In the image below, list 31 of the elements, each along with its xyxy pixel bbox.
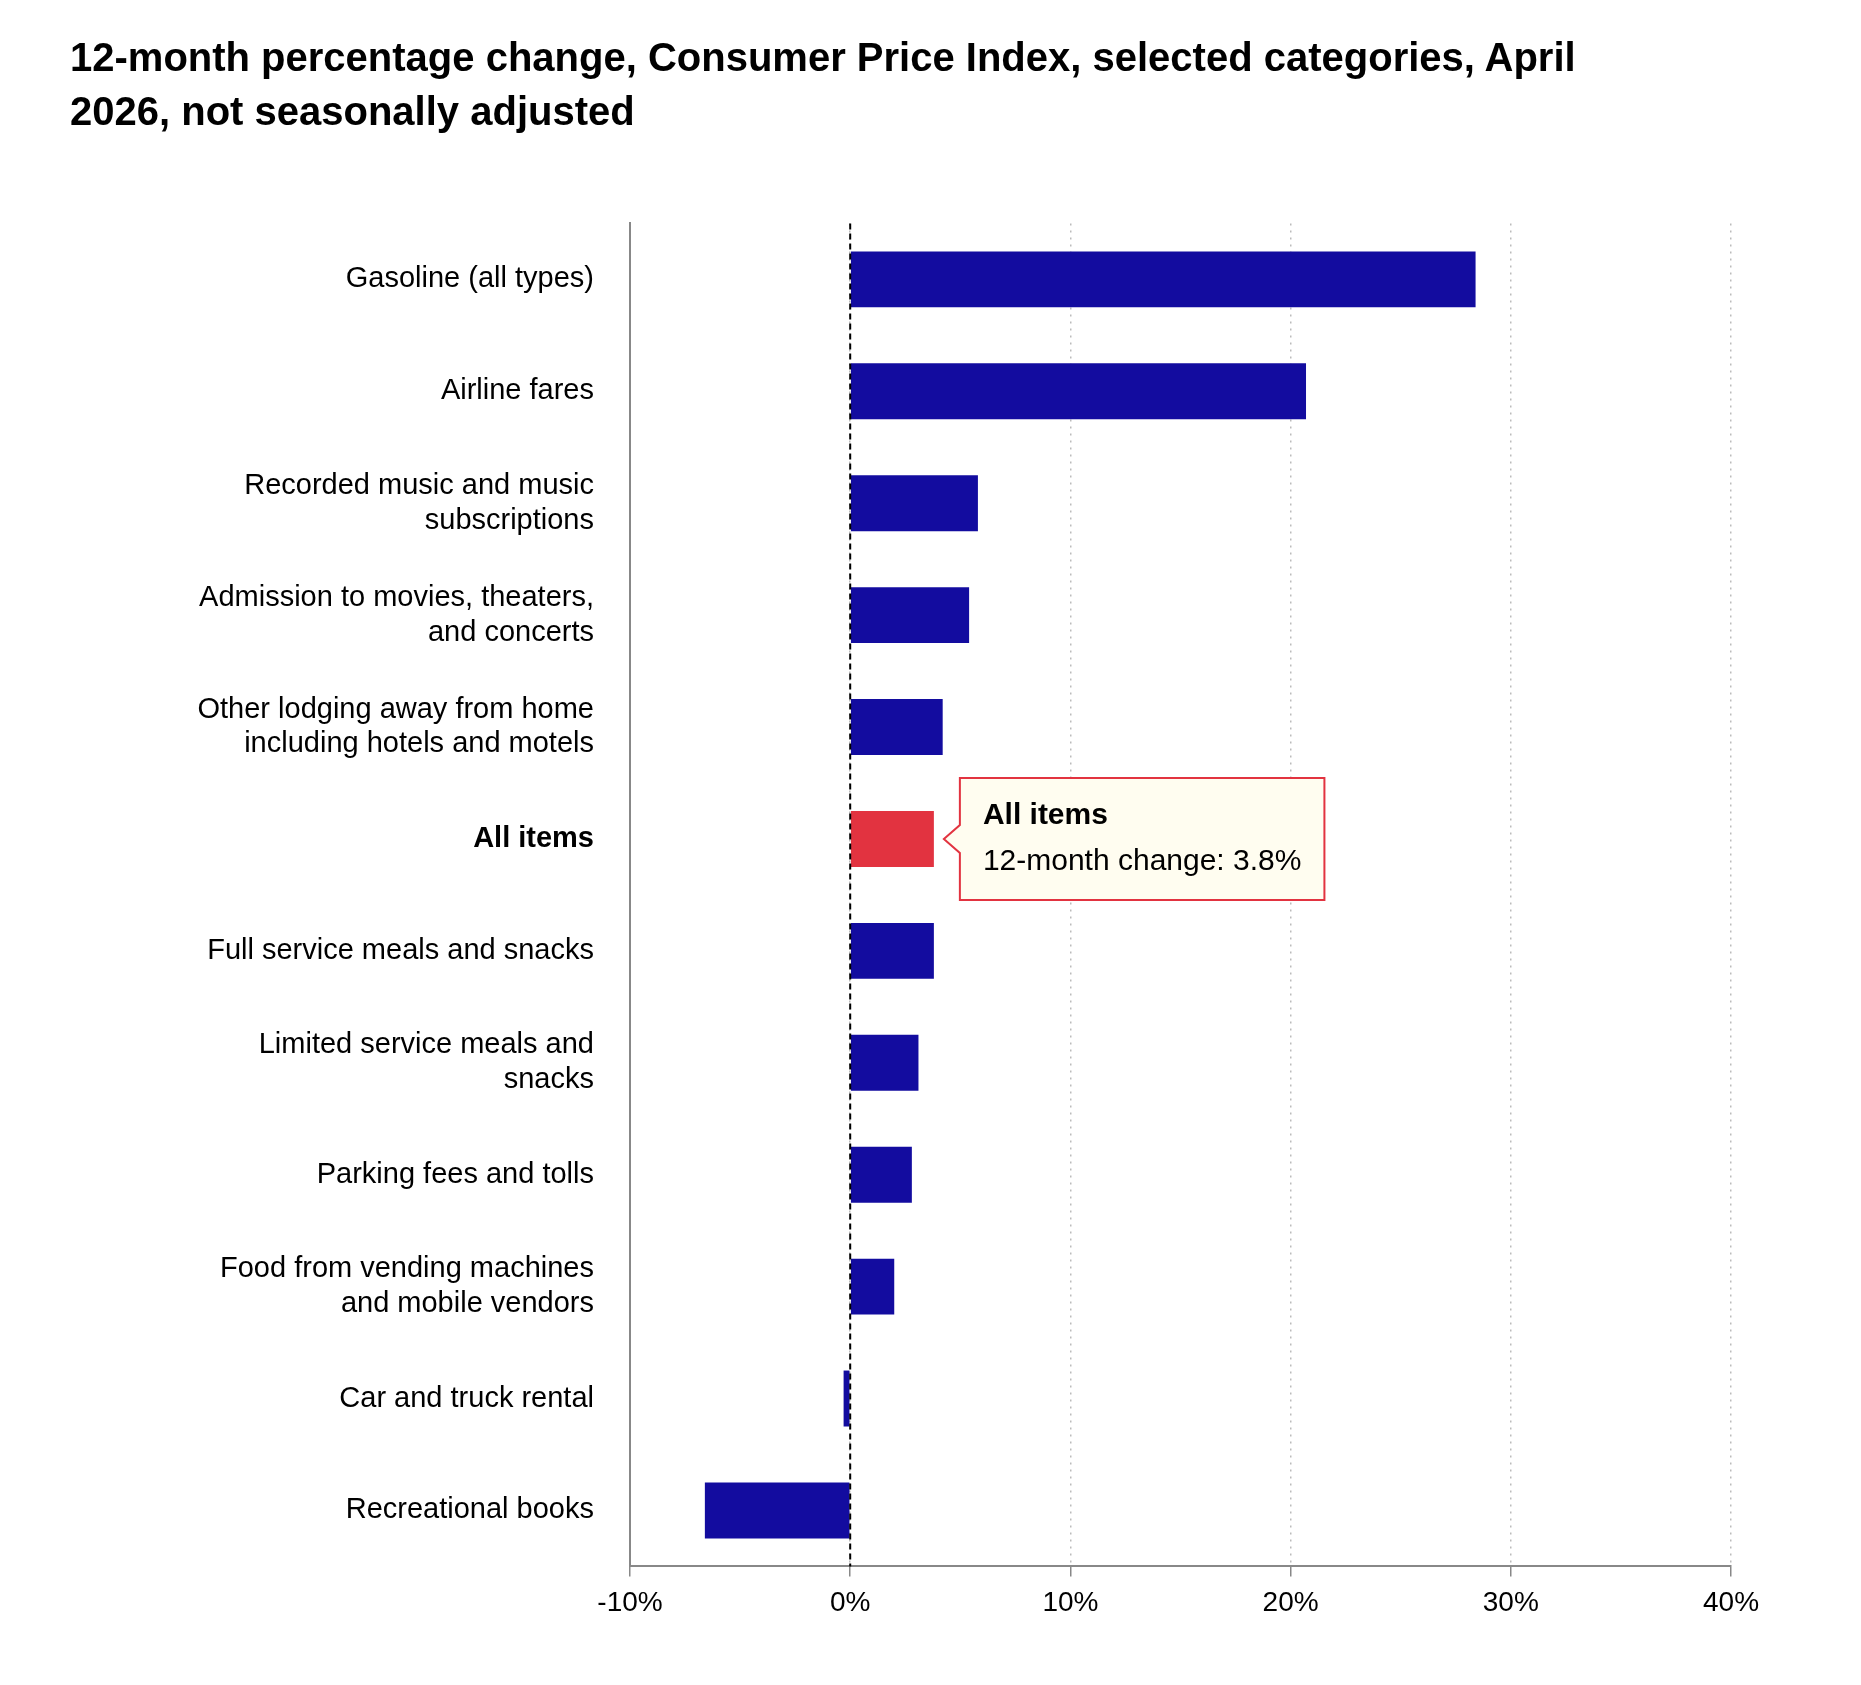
x-tick-label: 40%	[1702, 1585, 1760, 1617]
bar	[704, 1482, 850, 1539]
bar	[850, 475, 978, 532]
y-tick-label: Airline fares	[440, 373, 594, 406]
y-tick-label: Recreational books	[345, 1492, 594, 1525]
y-tick-label: All items	[473, 820, 594, 853]
x-tick-label: -10%	[597, 1585, 663, 1617]
bar	[850, 699, 943, 755]
x-tick-label: 0%	[829, 1585, 871, 1617]
bar	[850, 1034, 919, 1091]
y-tick-label: Parking fees and tolls	[316, 1156, 594, 1189]
y-tick-label: Car and truck rental	[339, 1380, 594, 1413]
y-tick-label: Limited service meals and snacks	[258, 1027, 594, 1095]
y-tick-label: Admission to movies, theaters, and concerts	[199, 579, 594, 647]
bar	[850, 587, 970, 644]
chart-title: 12-month percentage change, Consumer Price Index, selected categories, April 2026, not seasonally adjusted	[70, 34, 1577, 135]
bar	[850, 363, 1307, 420]
x-tick-label: 30%	[1482, 1585, 1539, 1617]
bar	[850, 810, 934, 867]
y-tick-label: Full service meals and snacks	[207, 932, 594, 965]
y-tick-label: Recorded music and music subscriptions	[244, 467, 594, 535]
y-tick-label: Gasoline (all types)	[345, 261, 594, 294]
annotation: All items 12-month change: 3.8%	[982, 797, 1302, 877]
bar	[850, 1258, 895, 1315]
y-tick-label: Food from vending machines and mobile vendors	[220, 1251, 594, 1319]
y-tick-label: Other lodging away from home including hotels and motels	[197, 691, 594, 759]
bar	[850, 1146, 912, 1203]
x-tick-label: 20%	[1262, 1585, 1319, 1617]
bar	[850, 251, 1476, 308]
bar	[850, 922, 934, 979]
x-tick-label: 10%	[1042, 1585, 1099, 1617]
